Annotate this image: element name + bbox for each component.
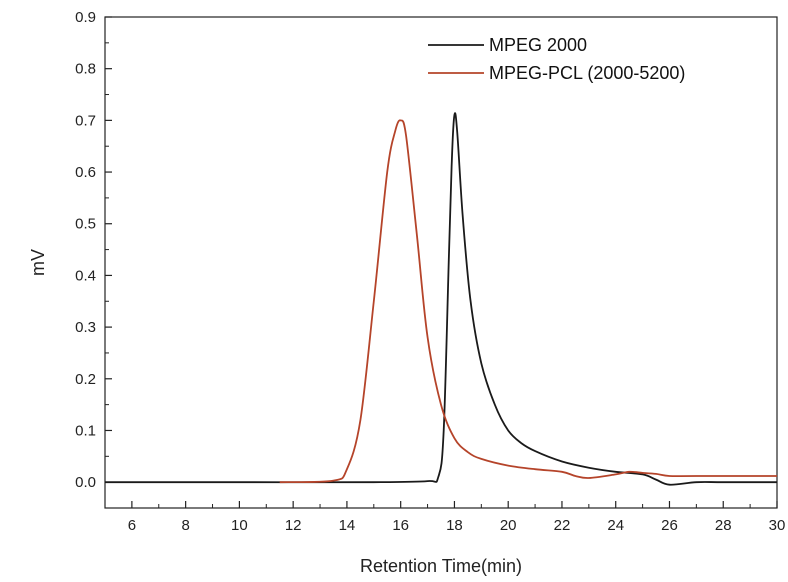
y-axis-title: mV [28, 249, 48, 276]
x-axis-title: Retention Time(min) [360, 556, 522, 576]
x-tick-label: 28 [715, 517, 732, 534]
series-line-mpeg-2000 [104, 112, 777, 486]
x-tick-label: 14 [339, 517, 356, 534]
legend-label: MPEG 2000 [489, 35, 587, 55]
y-axis-ticks: 0.0 0.1 0.2 0.3 0.4 0.5 0.6 0.7 0.8 0.9 [75, 9, 112, 509]
x-tick-label: 30 [769, 517, 786, 534]
series-line-mpeg-pcl [279, 119, 777, 484]
y-tick-label: 0.8 [75, 61, 96, 78]
y-tick-label: 0.4 [75, 267, 96, 284]
x-tick-label: 12 [285, 517, 302, 534]
y-tick-label: 0.2 [75, 371, 96, 388]
x-tick-label: 6 [128, 517, 136, 534]
legend-label: MPEG-PCL (2000-5200) [489, 63, 685, 83]
y-tick-label: 0.3 [75, 319, 96, 336]
y-tick-label: 0.9 [75, 9, 96, 26]
series-layer [104, 112, 777, 486]
x-axis-ticks: 6 8 10 12 14 16 18 20 22 24 26 28 30 [104, 501, 786, 534]
plot-border [104, 16, 778, 509]
y-tick-label: 0.1 [75, 422, 96, 439]
x-tick-label: 10 [231, 517, 248, 534]
y-tick-label: 0.7 [75, 112, 96, 129]
x-tick-label: 24 [607, 517, 624, 534]
legend: MPEG 2000 MPEG-PCL (2000-5200) [428, 35, 685, 83]
y-tick-label: 0.6 [75, 164, 96, 181]
x-tick-label: 20 [500, 517, 517, 534]
y-tick-label: 0.0 [75, 474, 96, 491]
x-tick-label: 16 [392, 517, 409, 534]
x-tick-label: 18 [446, 517, 463, 534]
axes-frame [104, 16, 778, 509]
x-tick-label: 22 [554, 517, 571, 534]
y-tick-label: 0.5 [75, 216, 96, 233]
x-tick-label: 8 [181, 517, 189, 534]
x-tick-label: 26 [661, 517, 678, 534]
